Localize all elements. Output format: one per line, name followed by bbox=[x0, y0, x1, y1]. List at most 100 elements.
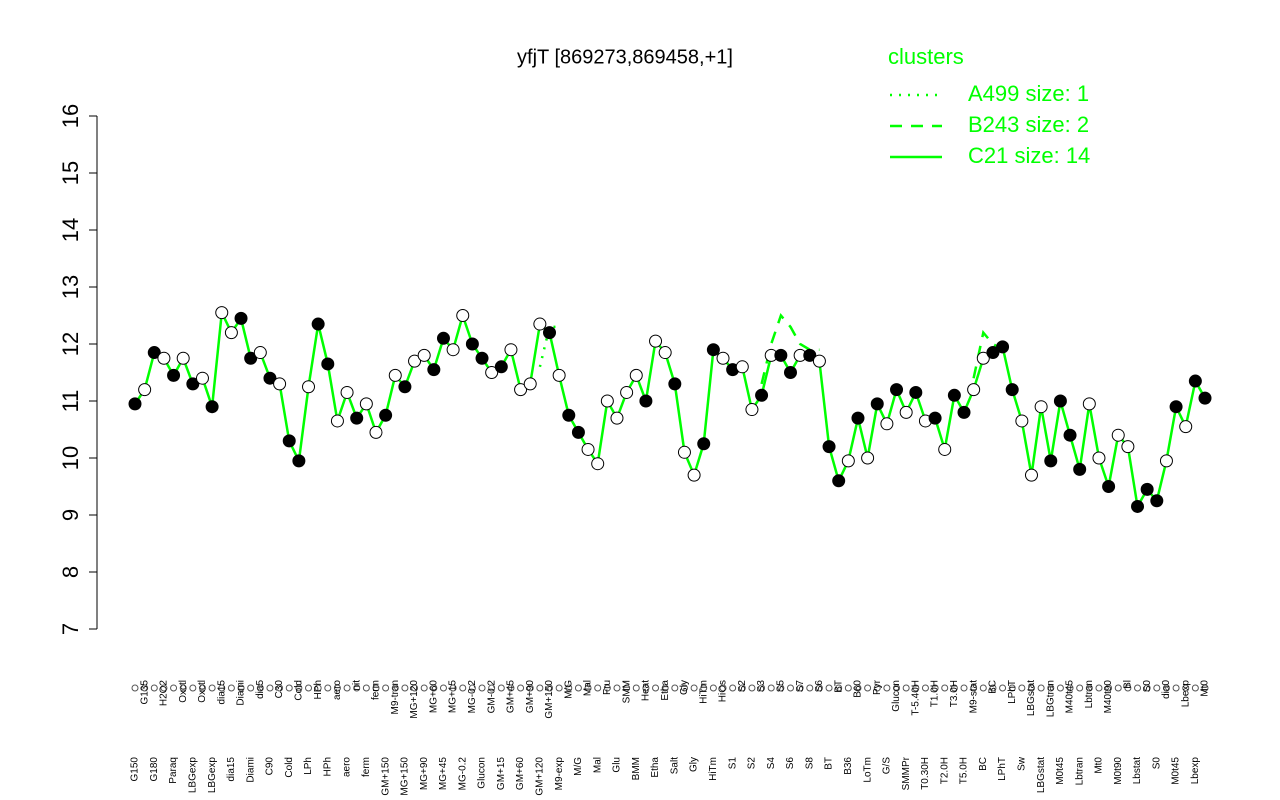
y-tick-label: 11 bbox=[58, 390, 83, 413]
x-tick-label: dia0 bbox=[1161, 680, 1172, 699]
x-tick-label: T5.0H bbox=[959, 757, 970, 784]
x-tick-label: Mt0 bbox=[1200, 680, 1211, 697]
rug-dot bbox=[411, 684, 419, 692]
x-tick-label: M/G bbox=[573, 757, 584, 776]
data-point bbox=[986, 346, 1000, 360]
x-tick-label: Oxctl bbox=[178, 680, 189, 703]
rug-dot bbox=[1143, 684, 1151, 692]
rug-dot bbox=[237, 684, 245, 692]
rug-dot bbox=[353, 684, 361, 692]
data-point bbox=[147, 346, 161, 360]
x-tick-label: LoTm bbox=[862, 757, 873, 783]
rug-dot bbox=[921, 684, 929, 692]
data-point bbox=[735, 360, 749, 374]
x-tick-label: M0t45 bbox=[1055, 757, 1066, 785]
rug-dot bbox=[555, 684, 563, 692]
data-point bbox=[263, 371, 277, 385]
rug-dot bbox=[227, 684, 235, 692]
rug-dot bbox=[420, 684, 428, 692]
rug-dot bbox=[883, 684, 891, 692]
data-point bbox=[533, 317, 547, 331]
rug-dot bbox=[208, 684, 216, 692]
data-point bbox=[244, 351, 258, 365]
rug-dot bbox=[594, 684, 602, 692]
rug-dot bbox=[796, 684, 804, 692]
rug-dot bbox=[1172, 684, 1180, 692]
rug-dot bbox=[1191, 684, 1199, 692]
rug-dot bbox=[738, 684, 746, 692]
rug-dot bbox=[1085, 684, 1093, 692]
rug-dot bbox=[999, 684, 1007, 692]
data-point bbox=[571, 425, 585, 439]
data-point bbox=[167, 368, 181, 382]
rug-dot bbox=[1134, 684, 1142, 692]
rug-dot bbox=[979, 684, 987, 692]
rug-dot bbox=[700, 684, 708, 692]
data-point bbox=[1169, 400, 1183, 414]
x-tick-label: MG-0.2 bbox=[467, 680, 478, 714]
x-tick-label: Etha bbox=[660, 680, 671, 701]
rug-dot bbox=[497, 684, 505, 692]
rug-dot bbox=[131, 684, 139, 692]
rug-dot bbox=[141, 684, 149, 692]
y-tick-label: 8 bbox=[58, 566, 83, 578]
rug-dot bbox=[430, 684, 438, 692]
data-point bbox=[1015, 414, 1029, 428]
data-point bbox=[832, 474, 846, 488]
x-tick-label: HPh bbox=[322, 757, 333, 776]
x-tick-label: G/S bbox=[882, 757, 893, 775]
x-tick-label: BC bbox=[978, 757, 989, 771]
data-point bbox=[436, 331, 450, 345]
x-tick-label: M40t90 bbox=[1103, 680, 1114, 714]
data-point bbox=[224, 326, 238, 340]
x-tick-label: B60 bbox=[853, 680, 864, 698]
x-tick-label: GM+45 bbox=[506, 680, 517, 714]
data-point bbox=[1131, 499, 1145, 513]
x-tick-label: S4 bbox=[766, 757, 777, 770]
data-point bbox=[677, 445, 691, 459]
rug-dot bbox=[459, 684, 467, 692]
rug-dot bbox=[652, 684, 660, 692]
x-tick-label: S0 bbox=[1151, 757, 1162, 770]
data-point bbox=[282, 434, 296, 448]
rug-dot bbox=[729, 684, 737, 692]
data-point bbox=[870, 397, 884, 411]
data-point bbox=[976, 351, 990, 365]
data-point bbox=[822, 440, 836, 454]
rug-dot bbox=[324, 684, 332, 692]
x-tick-label: Bl bbox=[1123, 680, 1134, 689]
data-point bbox=[755, 388, 769, 402]
y-tick-label: 10 bbox=[58, 446, 83, 470]
rug-dot bbox=[391, 684, 399, 692]
data-point bbox=[996, 340, 1010, 354]
rug-dot bbox=[1095, 684, 1103, 692]
rug-dot bbox=[584, 684, 592, 692]
data-point bbox=[783, 366, 797, 379]
x-tick-label: MG-0.2 bbox=[457, 757, 468, 791]
data-point bbox=[890, 383, 904, 397]
rug-dot bbox=[1182, 684, 1190, 692]
rug-dot bbox=[950, 684, 958, 692]
data-point bbox=[273, 377, 287, 391]
y-tick-label: 12 bbox=[58, 332, 83, 356]
data-point bbox=[957, 405, 971, 419]
x-tick-label: G135 bbox=[139, 680, 150, 705]
data-point bbox=[552, 368, 566, 382]
x-tick-label: GM-0.2 bbox=[486, 680, 497, 714]
x-tick-label: LBGstat bbox=[1026, 680, 1037, 716]
x-tick-label: Lbexp bbox=[1180, 680, 1191, 708]
rug-dot bbox=[372, 684, 380, 692]
data-point bbox=[388, 368, 402, 382]
x-tick-label: T-5.40H bbox=[910, 680, 921, 716]
data-point bbox=[600, 394, 614, 408]
data-point bbox=[205, 400, 219, 414]
x-tick-label: MG+45 bbox=[438, 757, 449, 791]
x-tick-label: HiOs bbox=[718, 680, 729, 702]
rug-dot bbox=[189, 684, 197, 692]
x-tick-label: nit bbox=[351, 680, 362, 691]
x-tick-label: BT bbox=[824, 757, 835, 770]
data-point bbox=[504, 343, 518, 357]
data-point bbox=[1121, 440, 1135, 454]
data-point bbox=[1053, 394, 1067, 408]
rug-dot bbox=[1066, 684, 1074, 692]
